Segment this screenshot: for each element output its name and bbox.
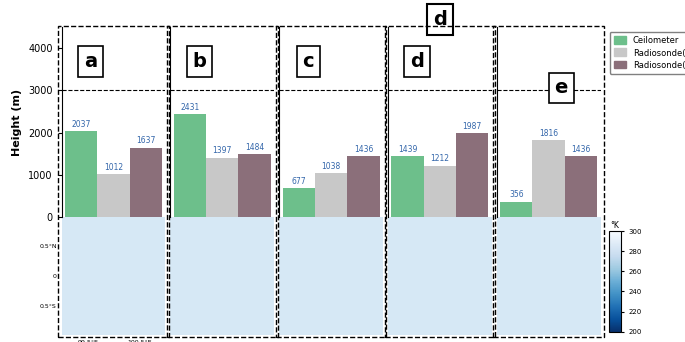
Text: 1397: 1397 — [212, 146, 232, 156]
Text: d: d — [433, 10, 447, 29]
Y-axis label: Height (m): Height (m) — [12, 89, 23, 156]
Bar — [238, 154, 271, 217]
Bar — [424, 166, 456, 217]
Title: °K: °K — [610, 221, 619, 230]
Text: b: b — [192, 52, 206, 71]
Bar — [65, 131, 97, 217]
Bar — [564, 156, 597, 217]
Text: 677: 677 — [292, 177, 306, 186]
Bar — [532, 140, 564, 217]
Text: 1637: 1637 — [136, 136, 155, 145]
Bar — [174, 115, 206, 217]
Text: c: c — [303, 52, 314, 71]
Bar — [500, 202, 532, 217]
Bar — [347, 156, 379, 217]
Text: 1816: 1816 — [539, 129, 558, 138]
Text: d: d — [410, 52, 424, 71]
Text: 2037: 2037 — [71, 119, 91, 129]
Text: 1012: 1012 — [104, 163, 123, 172]
Text: 1038: 1038 — [321, 161, 340, 171]
Bar — [315, 173, 347, 217]
Text: 1484: 1484 — [245, 143, 264, 152]
Text: e: e — [554, 78, 568, 97]
Text: 2431: 2431 — [180, 103, 199, 112]
Text: 1436: 1436 — [571, 145, 590, 154]
Bar — [97, 174, 129, 217]
Text: 1987: 1987 — [462, 122, 482, 131]
Text: 356: 356 — [509, 190, 523, 199]
Text: 1439: 1439 — [398, 145, 417, 154]
Text: 1212: 1212 — [430, 154, 449, 163]
Legend: Ceilometer, Radiosonde(LCL_Z), Radiosonde(CCL_Z): Ceilometer, Radiosonde(LCL_Z), Radiosond… — [610, 31, 685, 74]
Bar — [283, 188, 315, 217]
Bar — [456, 133, 488, 217]
Text: a: a — [84, 52, 97, 71]
Bar — [391, 156, 424, 217]
Text: 1436: 1436 — [353, 145, 373, 154]
Bar — [129, 148, 162, 217]
Bar — [206, 158, 238, 217]
